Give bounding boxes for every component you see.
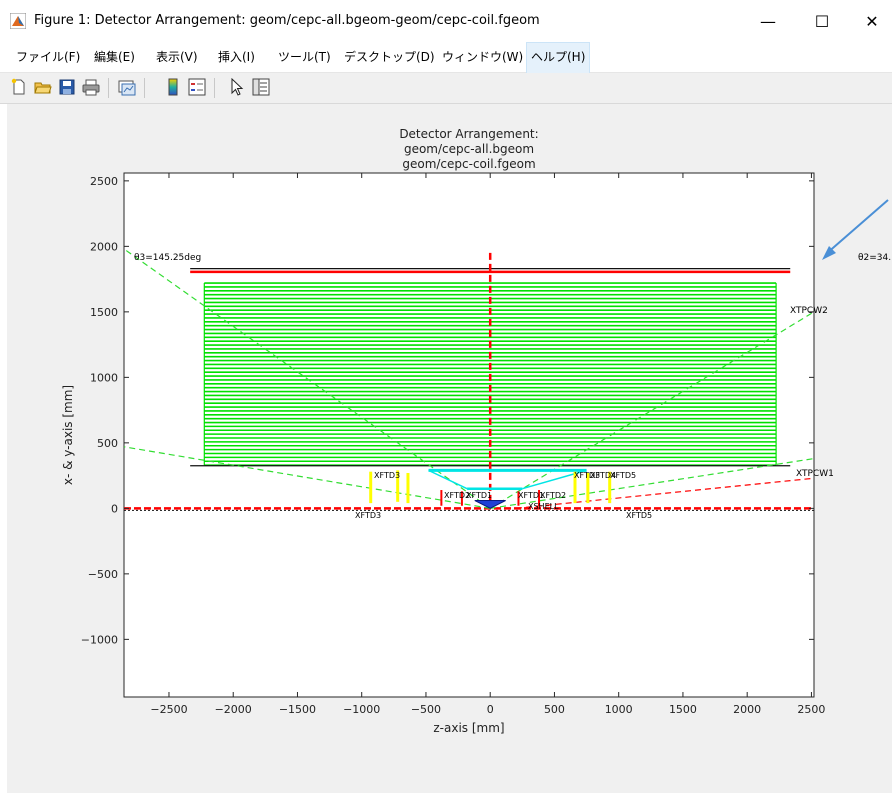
- y-tick-label: −1000: [81, 633, 118, 646]
- annotation-arrow[interactable]: [825, 199, 889, 255]
- menu-desktop[interactable]: デスクトップ(D): [344, 50, 435, 64]
- x-tick-label: 0: [487, 703, 494, 716]
- property-editor-icon[interactable]: [252, 78, 270, 96]
- xftd1-right-label: XFTD1: [518, 491, 544, 500]
- theta3-label: θ3=145.25deg: [134, 253, 201, 263]
- x-tick-label: −500: [411, 703, 441, 716]
- menu-help[interactable]: ヘルプ(H): [526, 42, 591, 74]
- y-tick-label: 2500: [90, 175, 118, 188]
- x-tick-label: 1500: [669, 703, 697, 716]
- xftd2-right-label: XFTD2: [540, 491, 566, 500]
- window-left-border: [0, 104, 7, 793]
- x-tick-label: −1500: [279, 703, 316, 716]
- x-tick-label: −2500: [150, 703, 187, 716]
- xftd2-left-label: XFTD2: [444, 491, 470, 500]
- axis-ticks: −2500 −2000 −1500 −1000 −500 0 500 1000 1500 2000…: [81, 173, 825, 716]
- theta-angle-dashed-line: [489, 311, 815, 509]
- theta2-label: θ2=34.: [858, 253, 891, 263]
- menu-tools[interactable]: ツール(T): [278, 50, 331, 64]
- print-icon[interactable]: [82, 78, 100, 96]
- menu-view[interactable]: 表示(V): [156, 50, 198, 64]
- menu-window[interactable]: ウィンドウ(W): [442, 50, 524, 64]
- beampipe-blue-shape: [474, 500, 506, 509]
- xtpcw2-label: XTPCW2: [790, 306, 828, 316]
- plot-title-line-3: geom/cepc-coil.fgeom: [402, 157, 535, 171]
- xtpcw1-label: XTPCW1: [796, 469, 834, 479]
- toolbar-separator: [108, 78, 109, 98]
- xftd5-upper-right-label: XFTD5: [610, 471, 636, 480]
- x-tick-label: 500: [544, 703, 565, 716]
- xftd3-left-label: XFTD3: [355, 511, 381, 520]
- link-plot-icon[interactable]: [118, 78, 136, 96]
- legend-icon[interactable]: [188, 78, 206, 96]
- x-tick-label: 2000: [733, 703, 761, 716]
- xftd5-right-label: XFTD5: [626, 511, 652, 520]
- x-tick-label: −2000: [215, 703, 252, 716]
- xftd1-left-label: XFTD1: [466, 491, 492, 500]
- window-title: Figure 1: Detector Arrangement: geom/cep…: [34, 13, 540, 28]
- green-layer-group: [203, 282, 777, 466]
- pointer-icon[interactable]: [228, 78, 246, 96]
- xshell-label: XSHELL: [528, 502, 559, 511]
- x-tick-label: −1000: [343, 703, 380, 716]
- figure-toolbar: [0, 73, 892, 104]
- close-button[interactable]: ✕: [865, 12, 879, 31]
- y-tick-label: 1500: [90, 306, 118, 319]
- open-file-icon[interactable]: [34, 78, 52, 96]
- axes-box: [123, 172, 815, 698]
- detector-elements: [123, 248, 815, 511]
- xftd3-right-label: XFTD3: [574, 471, 600, 480]
- y-tick-label: −500: [88, 568, 118, 581]
- y-tick-label: 500: [97, 437, 118, 450]
- plot-title-line-2: geom/cepc-all.bgeom: [404, 142, 534, 156]
- menu-insert[interactable]: 挿入(I): [218, 50, 255, 64]
- menu-edit[interactable]: 編集(E): [94, 50, 135, 64]
- x-tick-label: 2500: [797, 703, 825, 716]
- y-tick-label: 1000: [90, 371, 118, 384]
- xftd3-upper-left-label: XFTD3: [374, 471, 400, 480]
- minimize-button[interactable]: —: [760, 12, 776, 31]
- x-tick-label: 1000: [605, 703, 633, 716]
- cyan-link-left: [428, 469, 468, 490]
- y-tick-label: 2000: [90, 240, 118, 253]
- new-figure-icon[interactable]: [10, 78, 28, 96]
- theta-angle-dashed-line: [123, 446, 491, 509]
- window-titlebar: Figure 1: Detector Arrangement: geom/cep…: [0, 0, 892, 42]
- toolbar-separator: [214, 78, 215, 98]
- colorbar-icon[interactable]: [164, 78, 182, 96]
- theta-angle-dashed-line: [123, 248, 491, 509]
- theta-angle-dashed-line: [490, 457, 815, 509]
- plot-title-line-1: Detector Arrangement:: [399, 127, 538, 141]
- save-icon[interactable]: [58, 78, 76, 96]
- xftd4-right-label: XFTD4: [590, 471, 616, 480]
- menu-file[interactable]: ファイル(F): [16, 50, 81, 64]
- y-axis-label: x- & y-axis [mm]: [61, 385, 75, 485]
- annotation-arrowhead: [822, 246, 836, 260]
- y-tick-label: 0: [111, 502, 118, 515]
- menubar: ファイル(F) 編集(E) 表示(V) 挿入(I) ツール(T) デスクトップ(…: [0, 42, 892, 74]
- x-axis-label: z-axis [mm]: [433, 721, 504, 735]
- matlab-figure-icon: [10, 13, 26, 29]
- maximize-button[interactable]: ☐: [814, 12, 830, 31]
- detector-arrangement-plot[interactable]: Detector Arrangement: geom/cepc-all.bgeo…: [0, 104, 892, 793]
- toolbar-separator: [144, 78, 145, 98]
